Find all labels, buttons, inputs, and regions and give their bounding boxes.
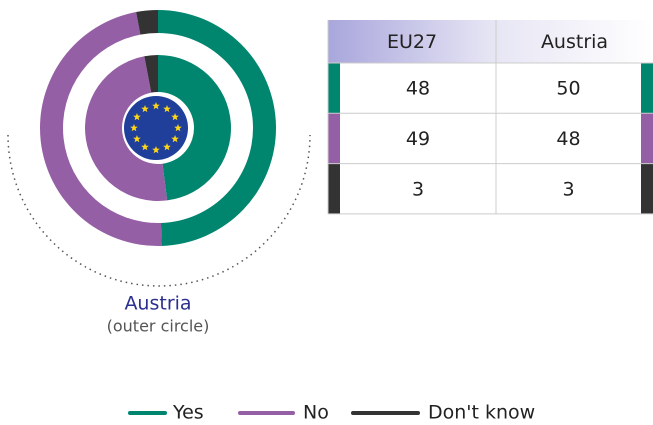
legend-label: Don't know (428, 402, 535, 424)
flag-star (174, 124, 182, 132)
donut-segment (144, 55, 158, 93)
flag-star (141, 143, 149, 151)
flag-star (171, 113, 179, 121)
legend-label: Yes (172, 402, 204, 424)
donut (40, 10, 276, 246)
table: EU27 48 49 3 Austria 50 48 3 (327, 20, 653, 215)
row-strip (328, 113, 340, 164)
flag-star (152, 146, 160, 154)
table-cell: 49 (406, 128, 430, 150)
legend-label: No (303, 402, 329, 424)
table-cell: 48 (406, 78, 430, 100)
outer-note: (outer circle) (107, 317, 210, 336)
dotted-arc (7, 134, 311, 287)
row-strip (328, 63, 340, 114)
row-strip (641, 63, 653, 114)
table-header-bg (328, 20, 653, 63)
flag-star (163, 143, 171, 151)
flag-star (163, 104, 171, 113)
row-strip (328, 163, 340, 214)
flag-star (171, 135, 179, 143)
table-header: Austria (541, 31, 608, 53)
table-cell: 3 (412, 178, 424, 200)
flag-stars (130, 102, 182, 154)
row-strip (641, 113, 653, 164)
donut-segment (136, 10, 158, 35)
outer-label: Austria (124, 293, 191, 315)
eu-flag (124, 96, 188, 160)
flag-star (133, 135, 141, 143)
table-cell: 48 (556, 128, 580, 150)
table-cell: 3 (562, 178, 574, 200)
donut-segment (158, 10, 276, 246)
flag-star (141, 104, 149, 113)
legend: Yes No Don't know (128, 402, 535, 424)
table-header: EU27 (387, 31, 437, 53)
flag-star (152, 102, 160, 110)
donut-segment (40, 12, 162, 246)
row-strip (641, 163, 653, 214)
donut-segment (158, 55, 232, 201)
donut-segment (85, 56, 168, 201)
flag-star (133, 113, 141, 121)
table-cell: 50 (556, 78, 580, 100)
flag-star (130, 124, 138, 132)
